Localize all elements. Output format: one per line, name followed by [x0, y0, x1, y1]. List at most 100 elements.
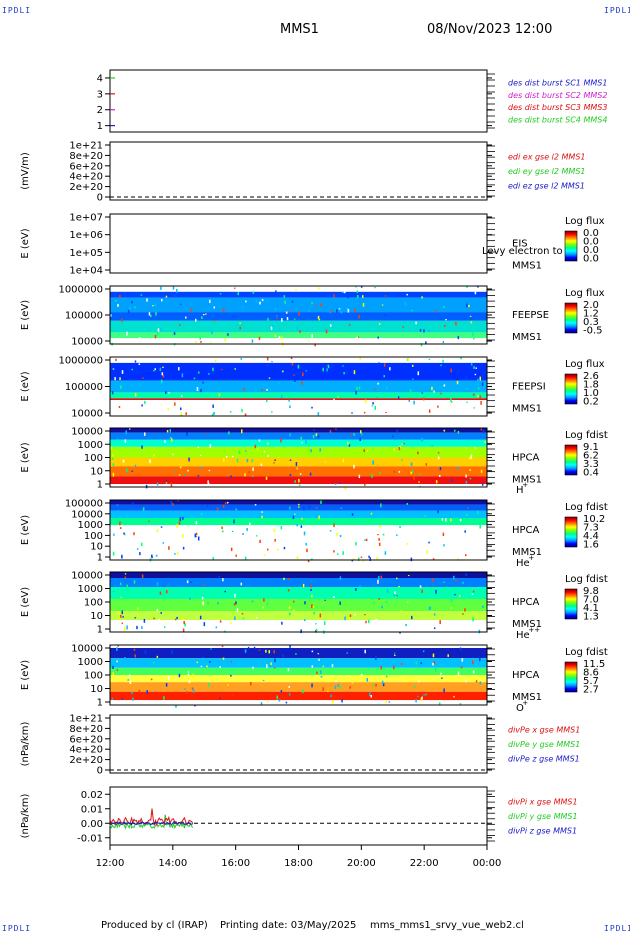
speckle — [282, 654, 284, 658]
speckle — [168, 546, 170, 550]
speckle — [421, 296, 423, 299]
speckle — [320, 303, 323, 307]
spectrogram-band — [110, 484, 487, 487]
y-tick-label: 1000 — [78, 657, 103, 668]
speckle — [305, 370, 308, 372]
speckle — [461, 658, 464, 662]
speckle — [299, 329, 301, 333]
speckle — [359, 437, 361, 442]
speckle — [274, 658, 276, 663]
speckle — [151, 555, 153, 559]
speckle — [148, 312, 151, 316]
speckle — [299, 473, 302, 475]
speckle — [473, 337, 475, 340]
speckle — [163, 626, 166, 628]
speckle — [346, 652, 349, 654]
y-tick-label: 4e+20 — [69, 745, 103, 756]
speckle — [278, 699, 281, 702]
speckle — [443, 384, 446, 387]
speckle — [338, 308, 341, 310]
speckle — [400, 511, 403, 514]
speckle — [439, 466, 442, 471]
speckle — [205, 433, 207, 436]
colorbar-tick-label: 10.2 — [583, 514, 605, 525]
legend-entry: des dist burst SC4 MMS4 — [508, 116, 607, 125]
speckle — [296, 556, 299, 559]
speckle — [453, 429, 456, 432]
speckle — [342, 365, 344, 367]
speckle — [407, 357, 409, 362]
colorbar-label: Log fdist — [565, 574, 608, 585]
speckle — [233, 519, 235, 524]
speckle — [131, 368, 133, 371]
speckle — [459, 594, 461, 598]
speckle — [356, 336, 359, 339]
speckle — [274, 307, 277, 311]
legend-entry: des dist burst SC2 MMS2 — [508, 91, 607, 100]
speckle — [364, 539, 366, 541]
speckle — [357, 557, 360, 562]
speckle — [174, 553, 176, 555]
speckle — [295, 653, 297, 655]
speckle — [298, 506, 300, 508]
speckle — [337, 683, 340, 687]
speckle — [222, 530, 224, 533]
speckle — [428, 541, 430, 544]
speckle — [358, 314, 360, 319]
speckle — [469, 477, 472, 480]
speckle — [349, 686, 351, 689]
speckle — [193, 377, 196, 380]
speckle — [194, 533, 197, 538]
speckle — [112, 368, 115, 370]
speckle — [179, 407, 182, 411]
speckle — [283, 546, 286, 550]
speckle — [162, 542, 165, 544]
speckle — [287, 668, 290, 672]
instrument-label: FEEPSI — [512, 382, 546, 393]
speckle — [159, 367, 162, 372]
speckle — [334, 483, 337, 485]
speckle — [301, 442, 303, 444]
speckle — [186, 691, 188, 694]
speckle — [200, 341, 202, 343]
colorbar-tick-label: 9.1 — [583, 442, 599, 453]
species-charge: + — [528, 554, 534, 562]
speckle — [335, 679, 337, 682]
speckle — [410, 309, 413, 312]
colorbar-tick-label: 7.3 — [583, 523, 599, 534]
speckle — [186, 580, 189, 584]
speckle — [195, 591, 198, 596]
speckle — [302, 525, 305, 529]
series-line-z — [109, 821, 193, 826]
speckle — [206, 665, 208, 668]
speckle — [161, 372, 164, 376]
panel-frame — [109, 69, 488, 133]
speckle — [252, 475, 254, 477]
speckle — [386, 386, 388, 390]
speckle — [114, 377, 116, 381]
speckle — [347, 518, 350, 523]
speckle — [384, 551, 387, 555]
speckle — [293, 318, 296, 320]
speckle — [312, 606, 315, 608]
speckle — [364, 614, 366, 616]
speckle — [229, 621, 232, 624]
speckle — [319, 613, 322, 618]
speckle — [219, 666, 222, 668]
colorbar — [564, 588, 578, 620]
speckle — [321, 519, 323, 522]
speckle — [240, 429, 243, 434]
spacecraft-label: MMS1 — [512, 332, 542, 343]
speckle — [473, 393, 475, 396]
speckle — [255, 535, 258, 537]
speckle — [279, 328, 281, 331]
speckle — [117, 611, 120, 615]
speckle — [305, 440, 307, 445]
speckle — [339, 685, 342, 689]
speckle — [358, 474, 361, 479]
speckle — [429, 606, 431, 610]
speckle — [480, 428, 483, 431]
speckle — [233, 287, 236, 289]
summary-plot: 4 3 2 1 des dist burst SC1 MMS1 des dist burs… — [20, 69, 608, 869]
